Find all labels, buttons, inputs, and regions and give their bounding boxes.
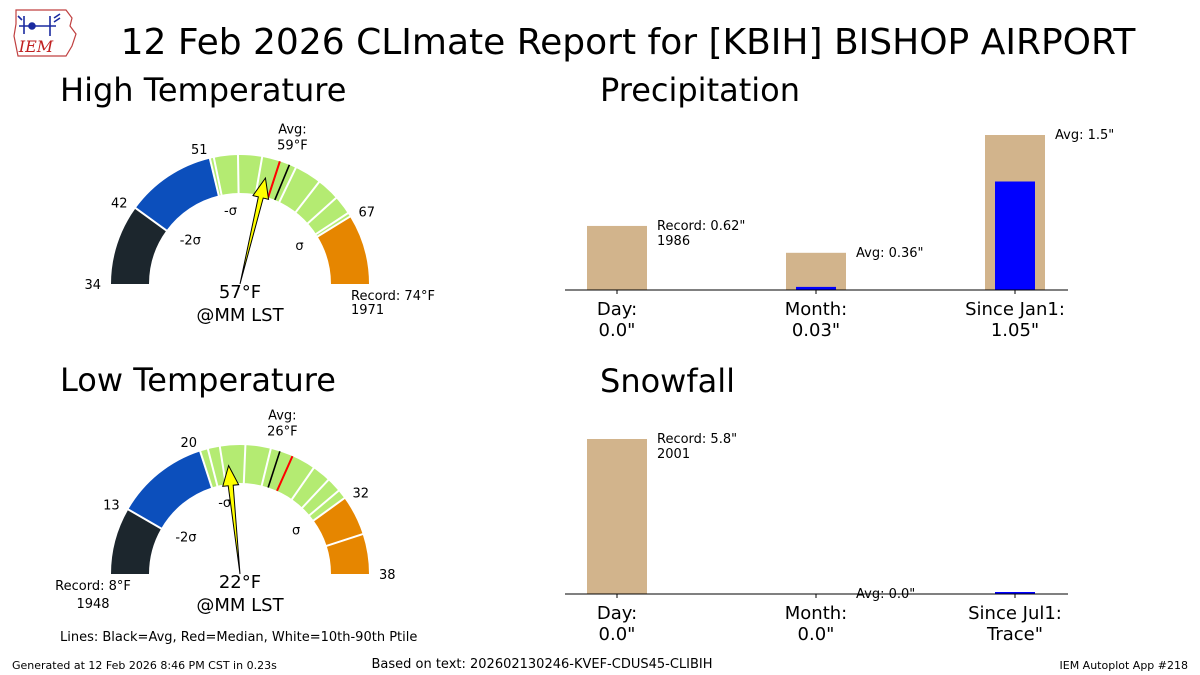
percentile-line — [260, 447, 272, 487]
category-label: Month: 0.0" — [785, 603, 847, 645]
snowfall-chart: Snowfall Day: 0.0" Month: 0.0" Since Jul1: Tra… — [565, 362, 1068, 645]
legend-note: Lines: Black=Avg, Red=Median, White=10th… — [60, 630, 417, 645]
sigma-label: -2σ — [175, 531, 196, 546]
time-label: @MM LST — [196, 595, 284, 616]
value-bar — [995, 181, 1035, 290]
bar-annotation: Avg: 0.36" — [856, 246, 924, 261]
precipitation-chart: Precipitation Day: 0.0" Month: 0.03" Since Ja… — [565, 71, 1114, 341]
chart-title: Snowfall — [600, 362, 735, 400]
avg-line — [274, 164, 291, 201]
band-above-sigma — [317, 216, 369, 284]
iem-logo: IEM — [13, 9, 77, 57]
median-line — [267, 161, 281, 198]
median-line — [276, 455, 294, 492]
percentile-line — [294, 180, 321, 214]
band-boundary-line — [312, 496, 346, 522]
gauge-low: Low Temperature 13 20 32 38 -2σ -σ σ Avg: 26°F Rec… — [55, 361, 395, 616]
report-title: 12 Feb 2026 CLImate Report for [KBIH] BI… — [121, 22, 1137, 63]
background-bar — [786, 252, 846, 290]
value-needle — [239, 176, 270, 285]
percentile-line — [212, 156, 223, 197]
value-bar — [796, 286, 836, 290]
percentile-line — [236, 154, 240, 195]
sigma-label: -2σ — [180, 234, 201, 249]
background-bar — [587, 439, 647, 594]
percentile-line — [308, 489, 340, 517]
percentile-line — [206, 447, 219, 488]
bar-annotation: Avg: 1.5" — [1055, 128, 1114, 143]
category-label: Since Jul1: Trace" — [968, 603, 1062, 645]
footer-app: IEM Autoplot App #218 — [1060, 659, 1189, 672]
band-2sigma-1sigma — [128, 451, 212, 529]
bar-annotation: Record: 5.8" 2001 — [657, 432, 737, 462]
band-boundary-line — [208, 157, 220, 197]
band-normal — [209, 155, 350, 237]
tick-label: 38 — [379, 568, 396, 583]
percentile-line — [314, 211, 350, 236]
band-below-2sigma — [111, 208, 167, 284]
svg-text:IEM: IEM — [18, 37, 54, 56]
percentile-line — [278, 166, 298, 204]
tick-label: 34 — [84, 278, 101, 293]
band-boundary-line — [198, 450, 214, 489]
category-label: Day: 0.0" — [597, 299, 637, 341]
chart-title: Precipitation — [600, 71, 800, 109]
category-label: Month: 0.03" — [785, 299, 847, 341]
value-bar — [995, 592, 1035, 594]
avg-label: Avg: 26°F — [267, 409, 298, 440]
band-2sigma-1sigma — [135, 158, 219, 231]
bar-annotation: Avg: 0.0" — [856, 587, 915, 602]
avg-line — [267, 451, 281, 488]
tick-label: 51 — [191, 143, 208, 158]
percentile-line — [254, 155, 264, 196]
gauge-title: High Temperature — [60, 71, 346, 109]
gauge-high: High Temperature 34 42 51 67 -2σ -σ σ Avg: 59°F Re… — [60, 71, 435, 326]
percentile-line — [300, 478, 330, 510]
value-label: 22°F — [219, 572, 261, 593]
percentile-line — [242, 444, 247, 485]
avg-label: Avg: 59°F — [277, 122, 308, 153]
band-boundary-line — [134, 206, 168, 232]
band-below-2sigma — [111, 509, 162, 574]
category-label: Since Jan1: 1.05" — [965, 299, 1065, 341]
sigma-label: σ — [295, 239, 303, 254]
time-label: @MM LST — [196, 305, 284, 326]
tick-label: 20 — [180, 436, 197, 451]
value-needle — [222, 464, 241, 575]
gauge-title: Low Temperature — [60, 361, 336, 399]
percentile-line — [290, 466, 316, 501]
band-above-sigma — [313, 498, 369, 574]
record-label: Record: 74°F 1971 — [351, 289, 435, 318]
band-boundary-line — [126, 508, 163, 530]
footer-based-on: Based on text: 202602130246-KVEF-CDUS45-… — [371, 657, 712, 672]
sigma-label: σ — [292, 524, 300, 539]
value-label: 57°F — [219, 282, 261, 303]
tick-label: 13 — [103, 499, 120, 514]
sigma-label: -σ — [218, 496, 231, 511]
sigma-label: -σ — [224, 204, 237, 219]
band-boundary-line — [316, 215, 352, 238]
bar-annotation: Record: 0.62" 1986 — [657, 219, 745, 249]
tick-label: 67 — [359, 205, 376, 220]
tick-label: 42 — [111, 196, 128, 211]
background-bar — [587, 225, 647, 290]
record-label: Record: 8°F 1948 — [55, 579, 131, 612]
footer-generated: Generated at 12 Feb 2026 8:46 PM CST in … — [12, 659, 277, 672]
tick-label: 32 — [352, 486, 369, 501]
percentile-line — [306, 196, 338, 225]
percentile-line — [325, 532, 364, 548]
category-label: Day: 0.0" — [597, 603, 637, 645]
